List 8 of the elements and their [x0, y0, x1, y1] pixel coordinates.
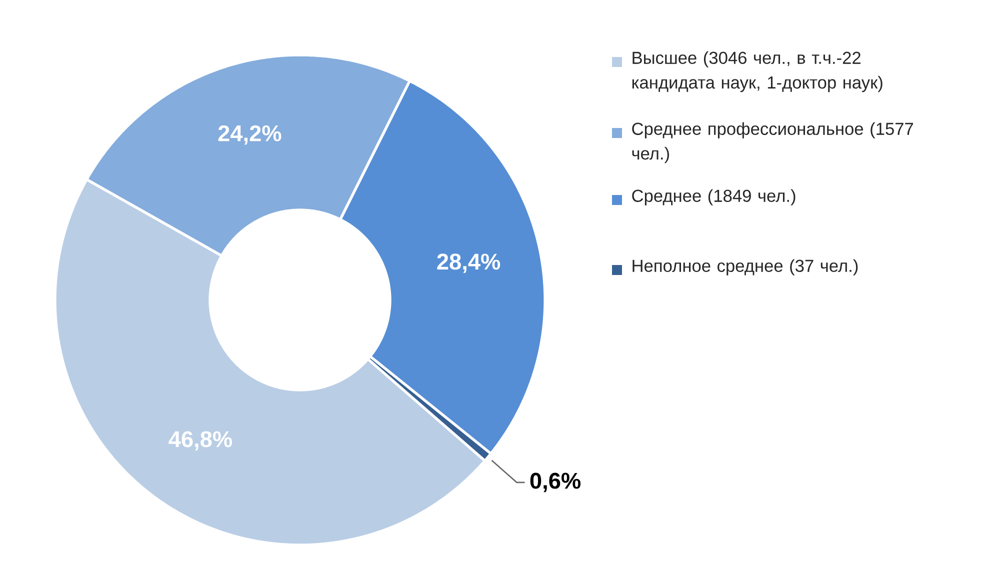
data-label: 46,8%: [168, 431, 232, 451]
legend-label: Неполное среднее (37 чел.): [632, 259, 858, 276]
legend-label: Высшее (3046 чел., в т.ч.-22 кандидата наук, 1-доктор наук): [632, 51, 882, 92]
data-label: 24,2%: [218, 125, 282, 145]
legend-label: Среднее (1849 чел.): [632, 189, 796, 206]
legend-label: Среднее профессиональное (1577 чел.): [632, 122, 914, 164]
data-label: 28,4%: [437, 254, 500, 273]
data-label: 0,6%: [530, 472, 581, 492]
